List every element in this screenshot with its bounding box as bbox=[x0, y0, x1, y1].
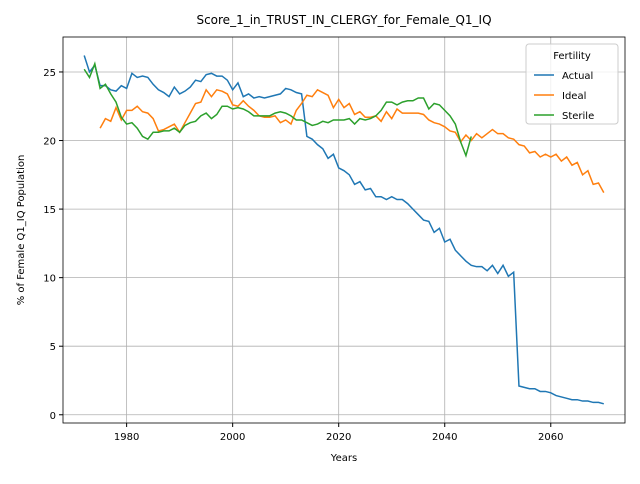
legend-label: Actual bbox=[562, 71, 593, 82]
legend-label: Sterile bbox=[562, 111, 594, 122]
y-tick-label: 0 bbox=[50, 411, 56, 422]
y-axis-label: % of Female Q1_IQ Population bbox=[16, 155, 27, 306]
legend-title: Fertility bbox=[553, 51, 591, 62]
series-line bbox=[83, 55, 604, 405]
legend-box bbox=[525, 43, 619, 125]
y-tick-label: 15 bbox=[43, 205, 56, 216]
plot-frame bbox=[62, 36, 626, 424]
x-tick-label: 2020 bbox=[326, 432, 351, 443]
series-line bbox=[99, 88, 605, 193]
legend-label: Ideal bbox=[562, 91, 586, 102]
x-axis-label: Years bbox=[330, 453, 357, 464]
x-tick-label: 2060 bbox=[538, 432, 563, 443]
legend: Fertility Actual Ideal Sterile bbox=[525, 43, 619, 125]
y-tick-label: 5 bbox=[50, 342, 56, 353]
y-tick-label: 25 bbox=[43, 68, 56, 79]
y-tick-label: 20 bbox=[43, 137, 56, 148]
x-tick-label: 2000 bbox=[220, 432, 245, 443]
y-tick-label: 10 bbox=[43, 274, 56, 285]
chart-title: Score_1_in_TRUST_IN_CLERGY_for_Female_Q1… bbox=[196, 13, 491, 27]
x-tick-label: 1980 bbox=[114, 432, 139, 443]
x-tick-label: 2040 bbox=[432, 432, 457, 443]
series-line bbox=[83, 61, 472, 158]
